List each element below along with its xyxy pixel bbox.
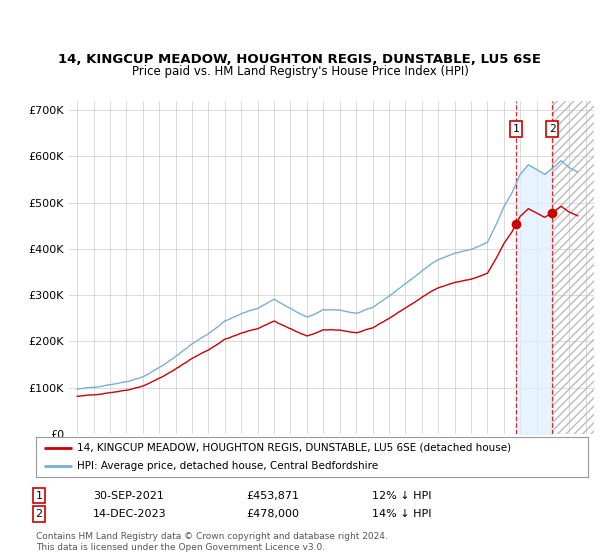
Text: 14-DEC-2023: 14-DEC-2023 (93, 509, 167, 519)
Text: 14, KINGCUP MEADOW, HOUGHTON REGIS, DUNSTABLE, LU5 6SE (detached house): 14, KINGCUP MEADOW, HOUGHTON REGIS, DUNS… (77, 443, 512, 452)
Text: 1: 1 (512, 124, 520, 134)
Text: 14, KINGCUP MEADOW, HOUGHTON REGIS, DUNSTABLE, LU5 6SE: 14, KINGCUP MEADOW, HOUGHTON REGIS, DUNS… (59, 53, 542, 67)
Text: 14% ↓ HPI: 14% ↓ HPI (372, 509, 431, 519)
Text: 30-SEP-2021: 30-SEP-2021 (93, 491, 164, 501)
Text: Price paid vs. HM Land Registry's House Price Index (HPI): Price paid vs. HM Land Registry's House … (131, 64, 469, 78)
Text: 12% ↓ HPI: 12% ↓ HPI (372, 491, 431, 501)
Text: 1: 1 (35, 491, 43, 501)
Text: 2: 2 (549, 124, 556, 134)
Text: Contains HM Land Registry data © Crown copyright and database right 2024.
This d: Contains HM Land Registry data © Crown c… (36, 533, 388, 552)
Text: HPI: Average price, detached house, Central Bedfordshire: HPI: Average price, detached house, Cent… (77, 461, 379, 471)
Text: £478,000: £478,000 (246, 509, 299, 519)
Text: 2: 2 (35, 509, 43, 519)
Text: £453,871: £453,871 (246, 491, 299, 501)
